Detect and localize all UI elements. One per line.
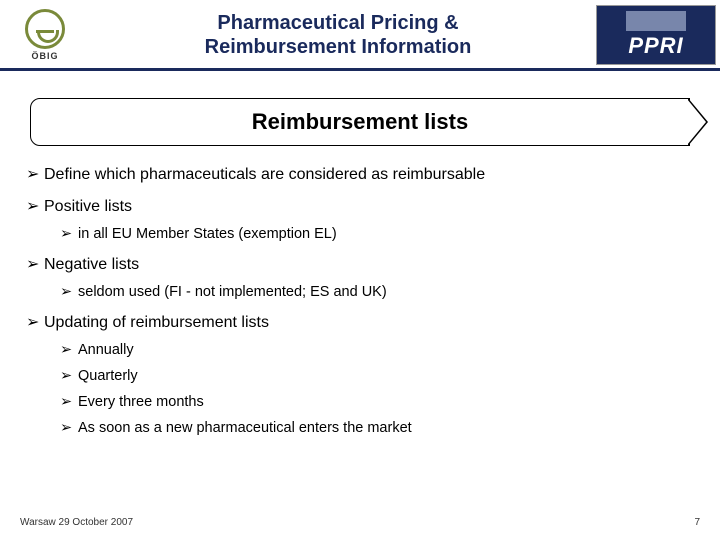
- bullet-icon: ➢: [26, 196, 44, 216]
- sub-bullet-text: Annually: [78, 342, 134, 358]
- section-banner: Reimbursement lists: [30, 98, 690, 146]
- bullet-icon: ➢: [60, 226, 78, 242]
- banner-title: Reimbursement lists: [30, 98, 690, 146]
- bullet-text: Updating of reimbursement lists: [44, 314, 269, 331]
- sub-bullet-text: Quarterly: [78, 368, 138, 384]
- bullet-item: ➢Updating of reimbursement lists ➢Annual…: [26, 312, 694, 436]
- header-divider: [0, 68, 720, 71]
- sub-bullet-item: ➢Every three months: [60, 394, 694, 410]
- ppri-logo-text: PPRI: [628, 33, 683, 59]
- bullet-text: Positive lists: [44, 198, 132, 215]
- bullet-icon: ➢: [26, 312, 44, 332]
- bullet-icon: ➢: [60, 394, 78, 410]
- obig-logo: ÖBIG: [0, 9, 80, 61]
- sub-bullet-text: seldom used (FI - not implemented; ES an…: [78, 284, 387, 300]
- sub-bullet-item: ➢seldom used (FI - not implemented; ES a…: [60, 284, 694, 300]
- bullet-icon: ➢: [60, 420, 78, 436]
- bullet-icon: ➢: [26, 254, 44, 274]
- bullet-text: Define which pharmaceuticals are conside…: [44, 166, 485, 183]
- bullet-icon: ➢: [60, 368, 78, 384]
- footer-date: Warsaw 29 October 2007: [20, 517, 133, 528]
- slide-header: ÖBIG Pharmaceutical Pricing & Reimbursem…: [0, 0, 720, 70]
- sub-bullet-item: ➢in all EU Member States (exemption EL): [60, 226, 694, 242]
- sub-bullet-item: ➢As soon as a new pharmaceutical enters …: [60, 420, 694, 436]
- sub-bullet-text: As soon as a new pharmaceutical enters t…: [78, 420, 412, 436]
- slide-number: 7: [694, 517, 700, 528]
- sub-bullet-item: ➢Quarterly: [60, 368, 694, 384]
- bullet-item: ➢Positive lists ➢in all EU Member States…: [26, 196, 694, 242]
- title-line-1: Pharmaceutical Pricing &: [217, 12, 458, 34]
- slide-title: Pharmaceutical Pricing & Reimbursement I…: [80, 11, 596, 59]
- bullet-icon: ➢: [26, 164, 44, 184]
- slide-footer: Warsaw 29 October 2007 7: [20, 517, 700, 528]
- bullet-item: ➢Negative lists ➢seldom used (FI - not i…: [26, 254, 694, 300]
- sub-bullet-text: in all EU Member States (exemption EL): [78, 226, 337, 242]
- bullet-icon: ➢: [60, 284, 78, 300]
- ppri-map-icon: [626, 11, 686, 31]
- sub-bullet-text: Every three months: [78, 394, 204, 410]
- ppri-logo: PPRI: [596, 5, 716, 65]
- sub-bullet-item: ➢Annually: [60, 342, 694, 358]
- obig-logo-icon: [25, 9, 65, 49]
- bullet-icon: ➢: [60, 342, 78, 358]
- bullet-item: ➢Define which pharmaceuticals are consid…: [26, 164, 694, 184]
- slide-content: ➢Define which pharmaceuticals are consid…: [0, 164, 720, 436]
- bullet-text: Negative lists: [44, 256, 139, 273]
- title-line-2: Reimbursement Information: [205, 36, 472, 58]
- obig-logo-label: ÖBIG: [31, 51, 58, 61]
